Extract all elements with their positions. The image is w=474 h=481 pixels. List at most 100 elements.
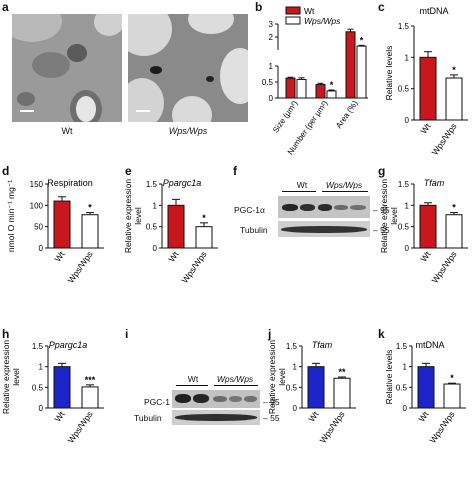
- panel-letter-a: a: [2, 0, 9, 14]
- blot-i-row-pgc1: PGC-1: [144, 397, 170, 407]
- blot-i-tubulin-band: [172, 410, 260, 425]
- blot-i-pgc1-band: [172, 390, 260, 408]
- y-tick-label: 0: [403, 404, 408, 413]
- x-tick-label: Size (µm²): [271, 99, 300, 135]
- bar-wt: [419, 56, 437, 121]
- panel-letter-d: d: [2, 164, 10, 178]
- x-tick-label: Wt: [418, 121, 433, 136]
- bar-wt: [417, 366, 435, 409]
- y-tick-label: 1: [403, 363, 408, 372]
- y-axis-label: Relative expression: [267, 340, 277, 414]
- y-tick-label: 0.5: [32, 383, 44, 392]
- y-tick-label: 100: [30, 201, 44, 210]
- chart-h: Ppargc1a 0 0.5 1 1.5 Relative expression level…: [1, 340, 104, 445]
- y-tick-label: 0.5: [398, 85, 410, 94]
- y-tick-label: 0: [405, 244, 410, 253]
- significance-marker: **: [338, 367, 346, 377]
- blot-f-tubulin-band: [278, 221, 370, 237]
- y-tick-label: 1: [39, 363, 44, 372]
- chart-j: Tfam 0 0.5 1 1.5 Relative expression level WtWp…: [267, 340, 356, 445]
- significance-marker: *: [452, 65, 456, 75]
- panel-letter-b: b: [255, 0, 263, 14]
- chart-d: Respiration 0 50 100 150 nmol O min⁻¹ mg⁻¹ WtW…: [6, 178, 104, 285]
- significance-marker: *: [450, 373, 454, 383]
- panel-letter-j: j: [268, 327, 272, 341]
- y-tick-label: 0.5: [146, 223, 158, 232]
- bar-wt: [53, 366, 71, 409]
- significance-marker: *: [452, 203, 456, 213]
- y-tick-label: 1: [293, 363, 298, 372]
- blot-f-line-wps: [322, 191, 368, 192]
- x-tick-label: Wt: [52, 249, 67, 264]
- chart-title: mtDNA: [420, 6, 449, 16]
- y-axis-label: nmol O min⁻¹ mg⁻¹: [6, 180, 16, 252]
- panel-letter-f: f: [233, 164, 237, 178]
- legend-swatch-1: [285, 16, 301, 25]
- x-tick-label: Wps/Wps: [66, 409, 95, 445]
- y-tick-label: 1: [269, 62, 274, 71]
- blot-i-marker-95: – 95: [263, 397, 280, 407]
- y-tick-label: 150: [30, 180, 44, 189]
- bar-wt: [167, 204, 185, 249]
- blot-i-group-wps: Wps/Wps: [216, 374, 254, 384]
- significance-marker: *: [88, 203, 92, 213]
- y-axis-label: Relative expression: [1, 340, 11, 414]
- micrograph-wps: [128, 14, 248, 122]
- blot-f-pgc1a-band: [278, 196, 370, 218]
- panel-letter-c: c: [378, 0, 385, 14]
- y-tick-label: 1.5: [146, 180, 158, 189]
- y-tick-label: 1.5: [32, 342, 44, 351]
- blot-f-marker-95: – 95: [373, 205, 390, 215]
- chart-title: Ppargc1a: [163, 178, 202, 188]
- bar-0-1: [296, 78, 307, 99]
- micrograph-label-wps: Wps/Wps: [168, 126, 208, 136]
- y-tick-label: 0: [153, 244, 158, 253]
- x-tick-label: Wps/Wps: [180, 249, 209, 285]
- chart-title: mtDNA: [416, 340, 445, 350]
- y-tick-label: 0: [39, 404, 44, 413]
- legend-label-0: Wt: [304, 6, 315, 16]
- bar-wt: [53, 200, 71, 249]
- blot-i-group-wt: Wt: [187, 374, 199, 384]
- blot-f-group-wt: Wt: [296, 180, 308, 190]
- panel-letter-k: k: [378, 327, 385, 341]
- y-axis-label: Relative expression: [379, 179, 389, 253]
- significance-marker: ***: [85, 375, 96, 385]
- y-tick-label: 1: [405, 201, 410, 210]
- y-tick-label: 50: [34, 223, 43, 232]
- y-tick-label: 0.5: [396, 383, 408, 392]
- x-tick-label: Wt: [418, 249, 433, 264]
- bar-wps: [333, 377, 351, 409]
- bar-wps: [443, 383, 461, 409]
- micrograph-wt: [12, 14, 122, 122]
- y-tick-label: 0: [293, 404, 298, 413]
- significance-marker: *: [330, 80, 334, 90]
- bar-wps: [81, 214, 99, 249]
- y-axis-label: Relative levels: [384, 350, 394, 405]
- x-tick-label: Wps/Wps: [430, 249, 459, 285]
- bar-wps: [195, 226, 213, 249]
- blot-i-line-wps: [214, 385, 258, 386]
- x-tick-label: Wps/Wps: [66, 249, 95, 285]
- chart-g: Tfam 0 0.5 1 1.5 Relative expression level WtWp…: [379, 178, 468, 285]
- chart-title: Tfam: [312, 340, 333, 350]
- panel-letter-i: i: [125, 327, 129, 341]
- bar-2-1: [356, 45, 367, 99]
- blot-i-marker-55: – 55: [263, 413, 280, 423]
- bar-wt: [307, 366, 325, 409]
- y-tick-label: 0.5: [262, 78, 274, 87]
- blot-f-row-pgc1a: PGC-1α: [234, 205, 265, 215]
- blot-f-row-tubulin: Tubulin: [240, 225, 268, 235]
- bar-2-0: [345, 31, 356, 99]
- blot-f-group-wps: Wps/Wps: [325, 180, 363, 190]
- significance-marker: *: [202, 213, 206, 223]
- chart-title: Tfam: [424, 178, 445, 188]
- y-tick-label: 1.5: [396, 342, 408, 351]
- chart-title: Respiration: [47, 178, 93, 188]
- chart-e: Ppargc1a 0 0.5 1 1.5 Relative expression level…: [123, 178, 218, 285]
- x-tick-label: Wt: [306, 409, 321, 424]
- micrograph-label-wt: Wt: [61, 126, 73, 136]
